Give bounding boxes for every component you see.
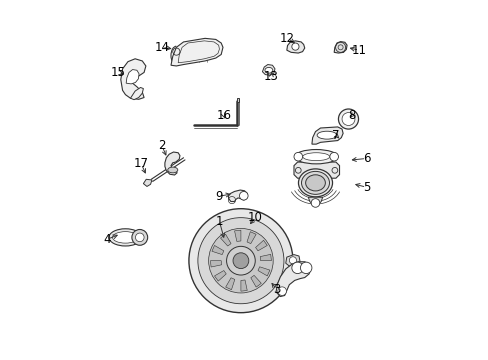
Ellipse shape [112, 231, 138, 243]
Polygon shape [255, 240, 267, 251]
Polygon shape [225, 278, 234, 290]
Polygon shape [276, 262, 310, 297]
Circle shape [338, 109, 358, 129]
Text: 17: 17 [133, 157, 148, 170]
Ellipse shape [298, 169, 332, 197]
Polygon shape [260, 255, 271, 261]
Circle shape [226, 246, 255, 275]
Ellipse shape [109, 229, 142, 246]
Polygon shape [244, 224, 259, 234]
Circle shape [251, 226, 257, 232]
Polygon shape [241, 280, 247, 291]
Polygon shape [308, 197, 322, 204]
Polygon shape [262, 64, 274, 75]
Text: 1: 1 [215, 215, 223, 228]
Circle shape [329, 152, 338, 161]
Circle shape [233, 253, 248, 269]
Ellipse shape [317, 131, 336, 139]
Text: 9: 9 [215, 190, 223, 203]
Circle shape [188, 209, 292, 313]
Text: 3: 3 [272, 283, 280, 296]
Ellipse shape [294, 149, 337, 164]
Polygon shape [164, 152, 180, 175]
Circle shape [300, 262, 311, 274]
Text: 6: 6 [362, 152, 369, 165]
Text: 14: 14 [154, 41, 169, 54]
Polygon shape [311, 127, 343, 144]
Polygon shape [286, 41, 304, 53]
Polygon shape [211, 246, 224, 255]
Text: 7: 7 [331, 129, 339, 142]
Polygon shape [214, 271, 226, 281]
Polygon shape [250, 275, 261, 287]
Polygon shape [258, 267, 269, 276]
Ellipse shape [301, 171, 329, 194]
Text: 16: 16 [216, 109, 231, 122]
Polygon shape [333, 41, 346, 53]
Circle shape [310, 199, 319, 207]
Polygon shape [228, 190, 247, 202]
Circle shape [293, 152, 302, 161]
Polygon shape [171, 39, 223, 66]
Circle shape [289, 257, 296, 264]
Text: 5: 5 [362, 181, 369, 194]
Polygon shape [285, 255, 300, 266]
Text: 13: 13 [264, 69, 278, 82]
Circle shape [239, 192, 247, 200]
Circle shape [132, 229, 147, 245]
Text: 2: 2 [158, 139, 165, 152]
Polygon shape [234, 230, 241, 242]
Circle shape [198, 218, 284, 304]
Polygon shape [210, 261, 221, 267]
Circle shape [277, 287, 286, 296]
Polygon shape [143, 179, 152, 186]
Polygon shape [293, 162, 339, 178]
Polygon shape [126, 69, 139, 84]
Ellipse shape [264, 67, 272, 73]
Text: 11: 11 [351, 44, 366, 57]
Ellipse shape [167, 167, 178, 173]
Circle shape [291, 262, 303, 274]
Text: 8: 8 [347, 109, 355, 122]
Circle shape [208, 228, 273, 293]
Text: 12: 12 [280, 32, 294, 45]
Circle shape [291, 43, 298, 50]
Text: 10: 10 [247, 211, 262, 224]
Text: 4: 4 [103, 233, 111, 246]
Circle shape [341, 113, 354, 126]
Polygon shape [246, 232, 256, 244]
Polygon shape [236, 98, 239, 102]
Polygon shape [130, 87, 143, 100]
Text: 15: 15 [111, 66, 125, 79]
Ellipse shape [302, 153, 329, 161]
Polygon shape [220, 234, 230, 246]
Circle shape [135, 233, 144, 242]
Ellipse shape [305, 175, 325, 191]
Polygon shape [121, 59, 145, 99]
